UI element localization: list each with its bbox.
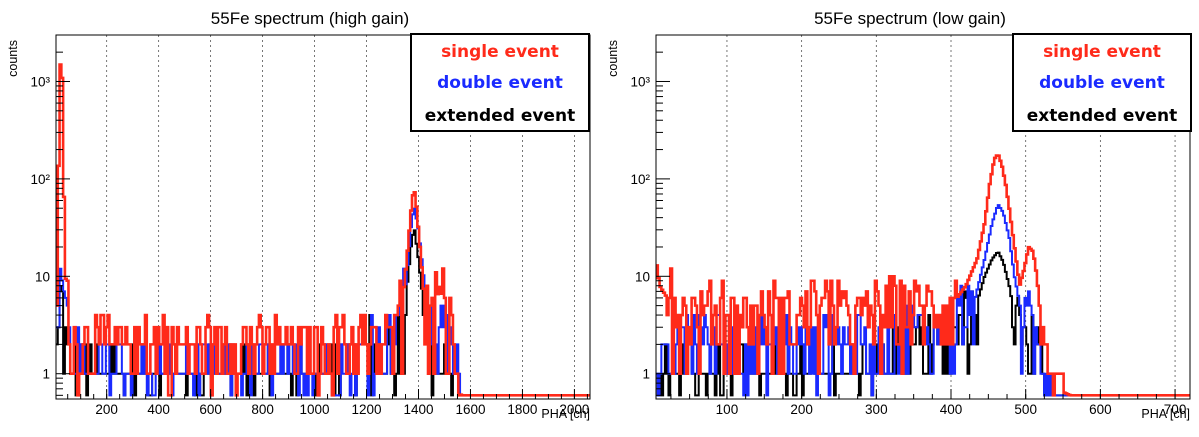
legend-double-event: double event (1039, 73, 1165, 93)
x-tick-label: 2000 (559, 402, 589, 417)
y-tick-label: 10³ (30, 74, 50, 89)
y-tick-label: 1 (642, 367, 650, 382)
plot-frame (655, 34, 1191, 400)
y-tick-label: 10² (630, 172, 650, 187)
y-axis-label: counts (606, 40, 620, 77)
x-tick-label: 500 (1014, 402, 1037, 417)
legend-single-event: single event (1043, 42, 1161, 62)
y-tick-label: 10³ (630, 74, 650, 89)
y-tick-label: 10 (635, 269, 650, 284)
legend-box (1012, 33, 1192, 132)
x-tick-label: 200 (790, 402, 813, 417)
legend-extended-event: extended event (425, 106, 575, 126)
y-tick-label: 1 (42, 367, 50, 382)
series-line (56, 207, 590, 397)
legend-extended-event: extended event (1027, 106, 1177, 126)
chart-high-gain: 55Fe spectrum (high gain) 200 400 600 800 10… (6, 9, 591, 421)
x-tick-label: 700 (1164, 402, 1187, 417)
chart-title: 55Fe spectrum (low gain) (814, 9, 1006, 28)
axis-ticks (656, 34, 1176, 399)
tick-labels: 200 400 600 800 1000 1200 1400 1600 1800 2000 1 10 1… (30, 74, 589, 417)
legend-single-event: single event (441, 42, 559, 62)
y-axis-label: counts (6, 40, 20, 77)
chart-title: 55Fe spectrum (high gain) (211, 9, 409, 28)
plot-frame (55, 34, 591, 400)
x-tick-label: 100 (716, 402, 739, 417)
series-line (656, 154, 1190, 397)
x-tick-label: 600 (1089, 402, 1112, 417)
chart-low-gain: 55Fe spectrum (low gain) 100 200 300 400 500… (606, 9, 1192, 421)
legend: single event double event extended event (410, 33, 590, 132)
x-tick-label: 400 (147, 402, 170, 417)
x-axis-label: PHA [ch] (1141, 407, 1190, 421)
series-line (56, 63, 590, 397)
series-group (656, 154, 1190, 397)
y-tick-label: 10² (30, 172, 50, 187)
x-tick-label: 600 (199, 402, 222, 417)
y-tick-label: 10 (35, 269, 50, 284)
x-tick-label: 1200 (352, 402, 382, 417)
legend: single event double event extended event (1012, 33, 1192, 132)
x-tick-label: 200 (95, 402, 118, 417)
axis-ticks (56, 34, 588, 399)
x-tick-label: 1000 (300, 402, 330, 417)
x-tick-label: 800 (251, 402, 274, 417)
legend-double-event: double event (437, 73, 563, 93)
x-tick-label: 1800 (507, 402, 537, 417)
x-tick-label: 1400 (403, 402, 433, 417)
series-group (56, 63, 590, 397)
x-tick-label: 1600 (455, 402, 485, 417)
x-axis-label: PHA [ch] (541, 407, 590, 421)
x-tick-label: 300 (865, 402, 888, 417)
legend-box (410, 33, 590, 132)
x-tick-label: 400 (940, 402, 963, 417)
tick-labels: 100 200 300 400 500 600 700 1 10 10² 10³ (630, 74, 1186, 417)
